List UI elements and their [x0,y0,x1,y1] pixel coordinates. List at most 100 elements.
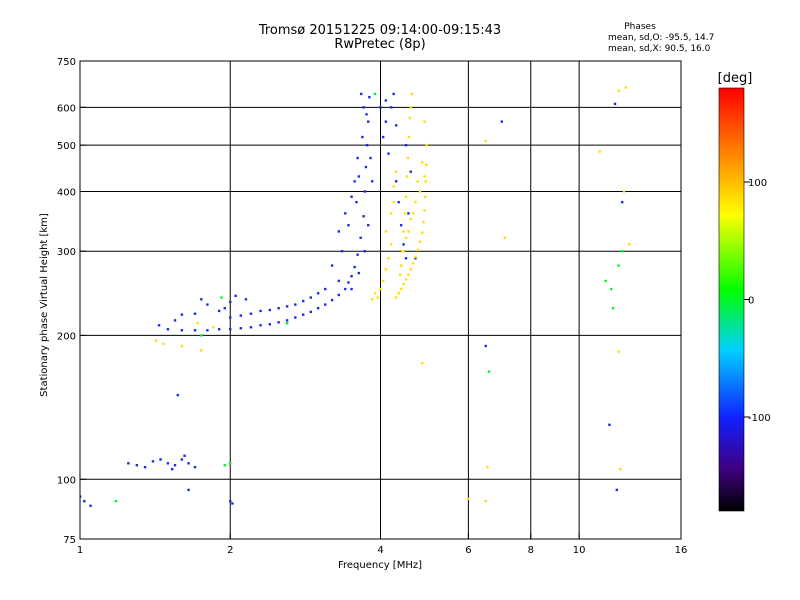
data-point-o [324,287,327,291]
data-point-o [615,488,619,492]
data-point-o [404,143,408,147]
data-point-noise [610,287,613,291]
data-point-o [166,328,170,331]
data-point-x [392,200,395,204]
data-point-x [425,163,428,166]
data-point-x [467,497,470,501]
data-point-noise [223,464,226,467]
data-point-o [357,271,361,275]
data-point-x [384,230,388,233]
data-point-o [249,312,253,315]
data-point-o [231,502,234,505]
data-point-o [365,113,368,116]
data-point-o [183,454,186,457]
data-point-o [187,488,190,492]
data-point-o [301,313,305,316]
data-point-x [628,243,631,246]
data-point-x [381,279,385,283]
data-point-x [373,292,377,295]
data-point-o [200,298,203,301]
data-point-o [249,326,253,329]
data-point-x [403,212,407,215]
data-point-o [357,175,361,178]
data-point-x [406,156,410,160]
data-point-o [193,465,197,469]
data-point-noise [229,462,232,465]
data-point-x [410,92,413,96]
data-point-o [89,504,92,508]
data-point-o [347,281,350,284]
colorbar-label: [deg] [718,71,753,86]
data-point-o [363,190,366,193]
data-point-o [330,264,334,267]
y-tick-label: 600 [57,103,76,114]
data-point-o [397,200,400,204]
data-point-x [617,350,620,353]
data-point-noise [487,370,491,373]
data-point-o [379,106,382,109]
data-point-o [381,135,385,139]
data-point-x [394,296,398,299]
data-point-x [486,465,489,469]
data-point-x [402,250,405,253]
data-point-o [309,296,312,299]
y-tick-label: 750 [57,57,76,68]
data-point-o [407,212,410,215]
data-point-o [173,464,177,467]
data-point-o [402,243,405,246]
phases-heading: Phases [624,22,656,32]
data-point-o [324,303,327,306]
data-point-o [193,312,197,315]
data-point-o [337,293,340,297]
data-point-o [223,306,226,310]
data-point-o [364,165,368,169]
data-point-x [411,262,415,265]
x-axis: 1 2 4 6 8 10 16 [77,533,687,556]
data-point-o [143,465,147,469]
data-point-o [206,303,209,306]
data-point-x [212,326,215,329]
data-point-x [409,268,412,271]
y-axis-label: Stationary phase Virtual Height [km] [39,213,50,397]
data-point-o [159,458,162,461]
data-point-x [409,218,412,221]
data-point-x [619,467,622,471]
data-point-o [344,287,347,291]
data-point-o [127,462,130,465]
data-point-o [301,299,305,303]
data-point-o [187,462,190,465]
data-point-o [180,458,184,461]
data-point-o [350,287,353,291]
colorbar-gradient [718,87,745,512]
data-point-noise [621,250,624,253]
data-point-o [330,298,334,302]
data-point-x [423,120,426,123]
data-point-o [259,324,262,327]
data-point-o [309,310,312,314]
data-point-noise [285,322,289,325]
data-point-x [196,322,199,325]
data-point-o [392,92,395,96]
data-point-o [217,328,221,331]
data-point-x [402,230,405,233]
x-tick-label: 6 [465,545,471,556]
x-tick-label: 8 [528,545,534,556]
data-point-o [613,102,617,106]
data-point-o [239,314,243,317]
data-point-o [399,224,403,227]
data-point-o [239,327,243,330]
data-point-x [404,195,408,198]
data-point-o [353,180,356,183]
data-point-x [404,278,408,281]
data-point-x [398,273,402,276]
data-point-o [359,236,362,240]
data-point-x [371,298,374,301]
data-point-o [234,294,237,298]
data-point-x [154,339,158,342]
data-point-noise [200,334,203,337]
y-axis: 75 100 200 300 400 500 600 750 [57,57,86,546]
data-point-o [206,329,209,332]
data-point-x [180,344,184,348]
data-point-o [365,143,369,147]
